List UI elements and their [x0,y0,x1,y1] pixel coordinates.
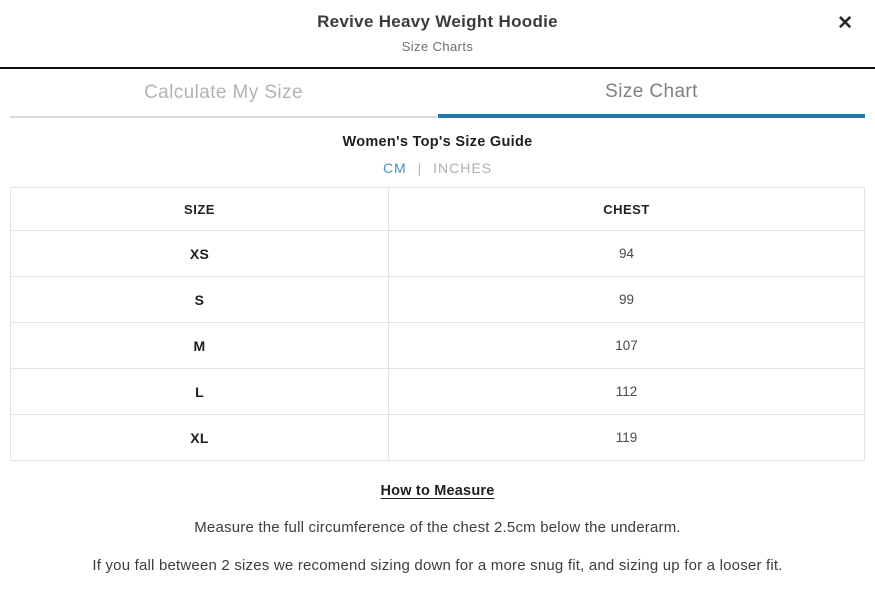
unit-inches-link[interactable]: INCHES [433,160,493,176]
size-value: S [10,276,389,323]
chest-value: 112 [388,368,865,415]
table-row: M 107 [10,322,865,369]
size-value: XS [10,230,389,277]
size-value: XL [10,414,389,461]
column-header-chest: CHEST [388,187,865,231]
how-to-measure-heading: How to Measure [380,483,495,499]
table-row: S 99 [10,276,865,323]
tab-size-chart[interactable]: Size Chart [438,69,865,118]
chest-value: 119 [388,414,865,461]
size-table: SIZE CHEST XS 94 S 99 M 107 L [10,187,865,461]
table-row: XL 119 [10,414,865,461]
chest-value: 99 [388,276,865,323]
measure-instruction: Measure the full circumference of the ch… [194,519,681,536]
tab-bar: Calculate My Size Size Chart [0,69,875,118]
page-title: Revive Heavy Weight Hoodie [317,12,558,31]
table-header-row: SIZE CHEST [10,187,865,231]
table-row: L 112 [10,368,865,415]
unit-toggle: CM | INCHES [0,160,875,176]
sizing-advice: If you fall between 2 sizes we recomend … [92,557,783,574]
chest-value: 107 [388,322,865,369]
unit-cm-link[interactable]: CM [382,160,407,176]
column-header-size: SIZE [10,187,389,231]
tab-calculate-my-size[interactable]: Calculate My Size [10,69,437,118]
size-chart-panel: Women's Top's Size Guide CM | INCHES SIZ… [0,134,875,574]
size-value: M [10,322,389,369]
modal-subtitle: Size Charts [401,39,474,54]
chest-value: 94 [388,230,865,277]
tab-calculate-my-size-label: Calculate My Size [144,81,303,103]
guide-title: Women's Top's Size Guide [342,134,533,150]
size-value: L [10,368,389,415]
tab-size-chart-label: Size Chart [605,80,698,102]
close-icon[interactable]: ✕ [833,10,857,37]
modal-header: Revive Heavy Weight Hoodie Size Charts ✕ [0,0,875,69]
table-row: XS 94 [10,230,865,277]
unit-separator: | [417,160,423,176]
